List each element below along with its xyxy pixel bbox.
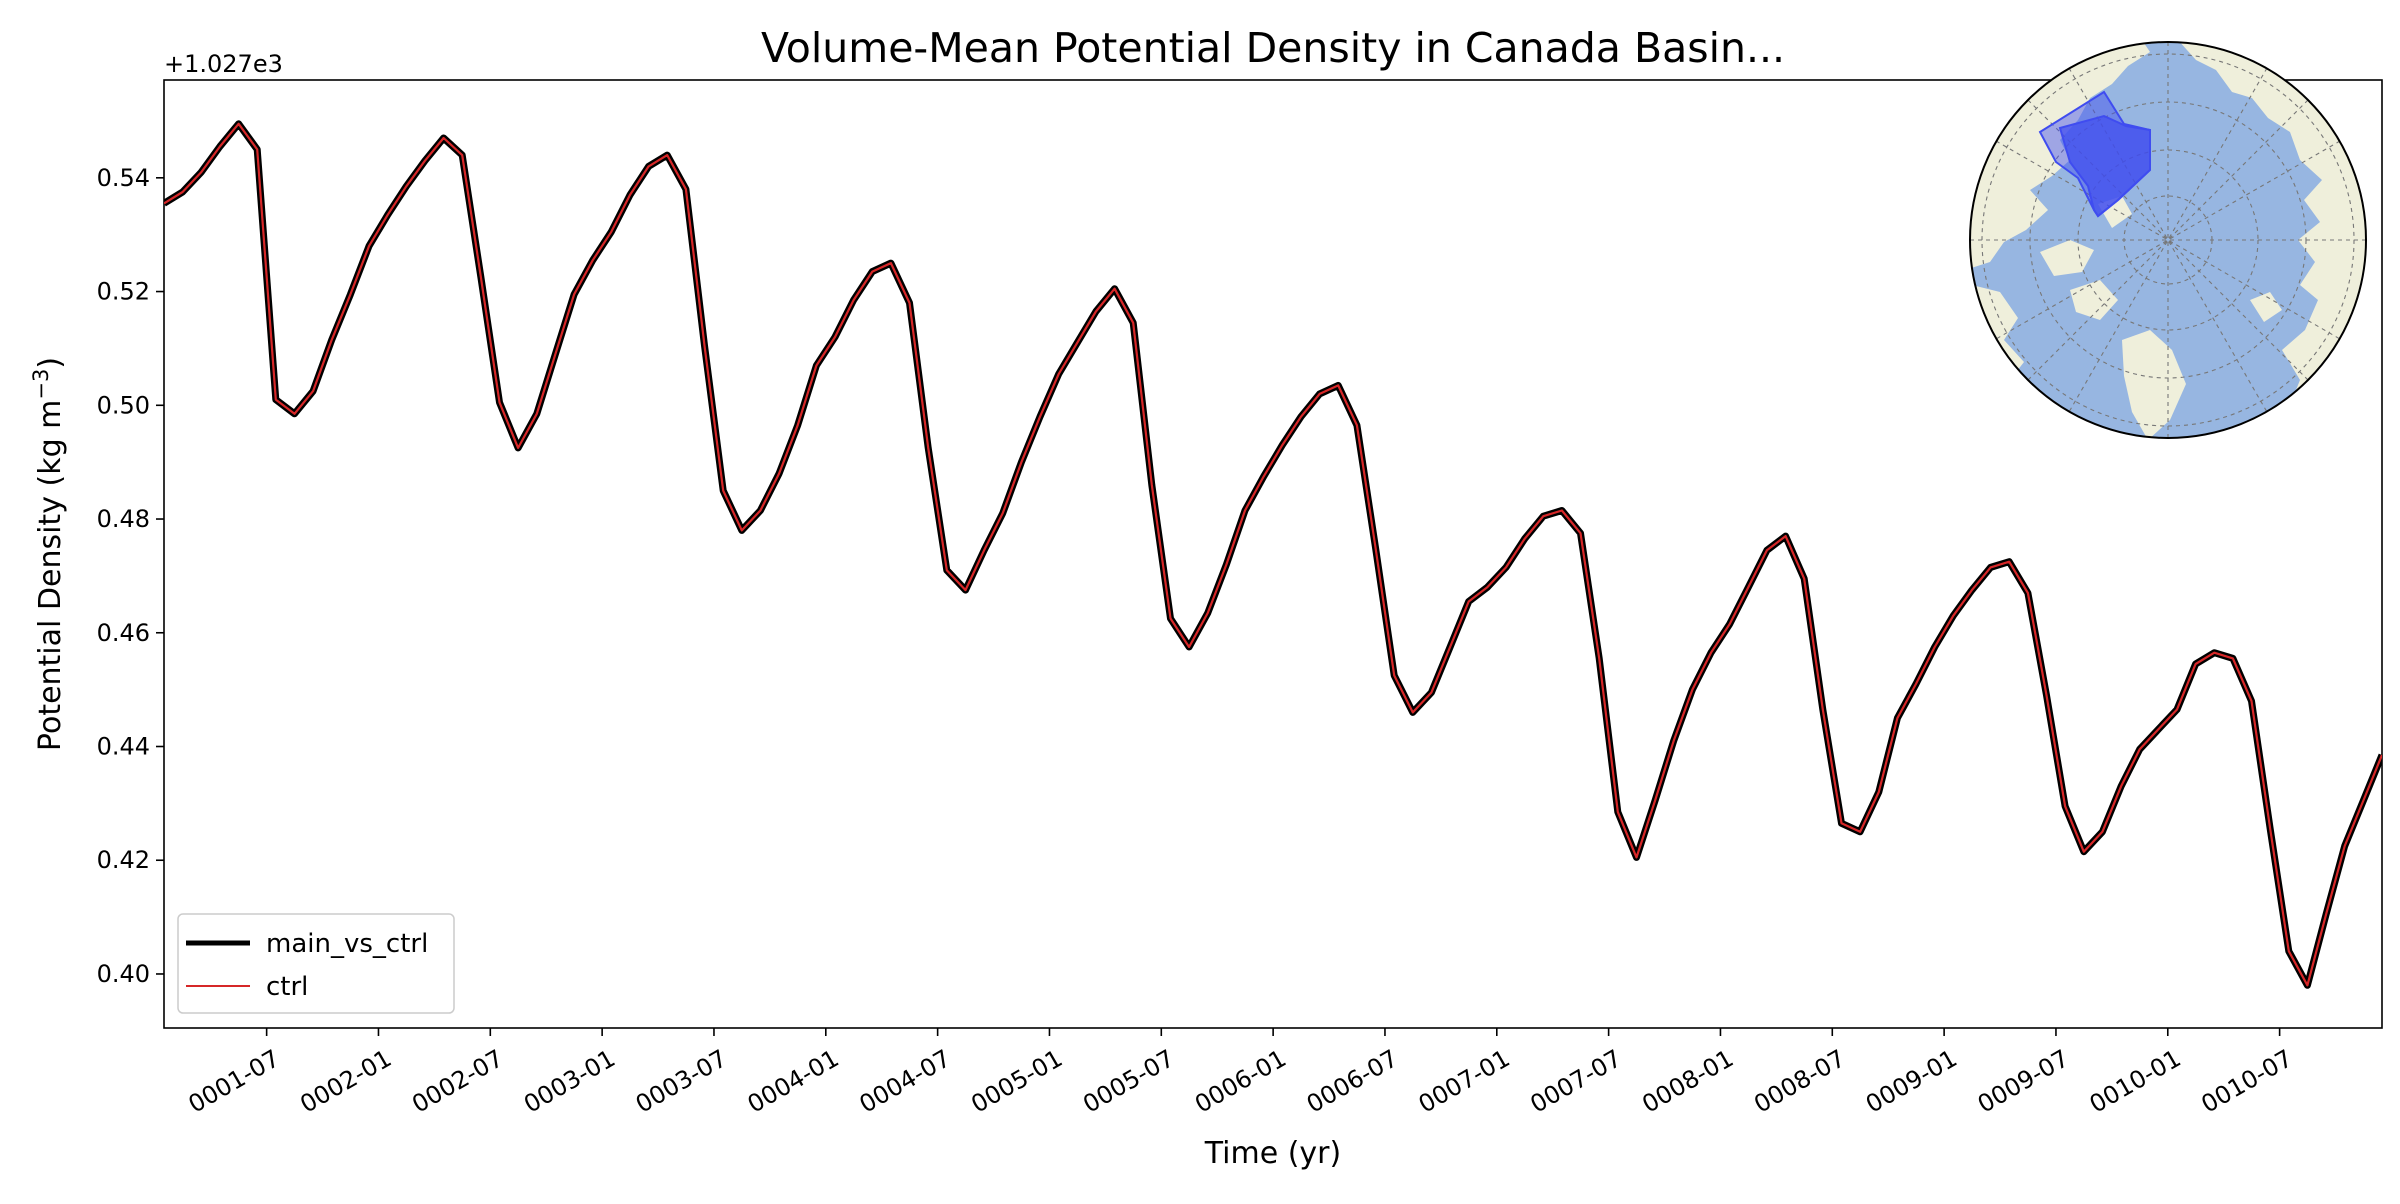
x-tick-label: 0006-01 — [1190, 1044, 1291, 1118]
x-tick-label: 0005-07 — [1078, 1044, 1179, 1118]
land-island-1 — [2040, 240, 2094, 276]
inset-polar-map — [1969, 41, 2367, 439]
y-tick-label: 0.46 — [97, 619, 150, 647]
x-tick-label: 0009-01 — [1861, 1044, 1962, 1118]
legend-label-ctrl: ctrl — [266, 972, 308, 1002]
y-tick-label: 0.48 — [97, 505, 150, 533]
legend-label-main-vs-ctrl: main_vs_ctrl — [266, 929, 428, 959]
x-tick-label: 0001-07 — [184, 1044, 285, 1118]
series-line-ctrl — [164, 122, 2382, 987]
y-axis-ticks: 0.40 0.42 0.44 0.46 0.48 0.50 0.52 0.54 — [97, 164, 164, 988]
x-tick-label: 0010-01 — [2085, 1044, 2186, 1118]
x-tick-label: 0008-07 — [1749, 1044, 1850, 1118]
x-tick-label: 0005-01 — [966, 1044, 1067, 1118]
y-tick-label: 0.40 — [97, 960, 150, 988]
x-tick-label: 0004-07 — [855, 1044, 956, 1118]
land-greenland — [2122, 330, 2186, 438]
x-tick-label: 0003-01 — [519, 1044, 620, 1118]
x-tick-label: 0008-01 — [1637, 1044, 1738, 1118]
y-tick-label: 0.52 — [97, 278, 150, 306]
x-tick-label: 0007-01 — [1414, 1044, 1515, 1118]
land-svalbard — [2250, 292, 2282, 322]
x-tick-label: 0009-07 — [1973, 1044, 2074, 1118]
y-tick-label: 0.42 — [97, 846, 150, 874]
x-tick-label: 0007-07 — [1526, 1044, 1627, 1118]
x-tick-label: 0003-07 — [631, 1044, 732, 1118]
y-offset-label: +1.027e3 — [164, 50, 283, 78]
x-tick-label: 0002-07 — [407, 1044, 508, 1118]
x-tick-label: 0002-01 — [295, 1044, 396, 1118]
map-graticule — [1970, 42, 2366, 438]
x-tick-label: 0010-07 — [2197, 1044, 2298, 1118]
y-tick-label: 0.54 — [97, 164, 150, 192]
series-group — [164, 120, 2382, 989]
y-tick-label: 0.50 — [97, 391, 150, 419]
legend[interactable]: main_vs_ctrl ctrl — [177, 913, 455, 1014]
map-boundary — [1969, 41, 2367, 439]
legend-box — [177, 913, 455, 1014]
y-axis-label-text: Potential Density (kg m — [33, 400, 68, 751]
y-tick-label: 0.44 — [97, 733, 150, 761]
chart-title: Volume-Mean Potential Density in Canada … — [761, 24, 1785, 72]
y-axis-label: Potential Density (kg m−3) — [29, 357, 68, 751]
x-axis-ticks: 0001-07 0002-01 0002-07 0003-01 0003-07 0004-… — [184, 1028, 2298, 1119]
y-axis-label-close: ) — [33, 357, 68, 369]
canada-basin-region-inner — [2058, 114, 2151, 218]
x-axis-label: Time (yr) — [1204, 1136, 1341, 1171]
x-tick-label: 0006-07 — [1302, 1044, 1403, 1118]
y-axis-label-unit-exponent: −3 — [29, 369, 53, 400]
x-tick-label: 0004-01 — [743, 1044, 844, 1118]
